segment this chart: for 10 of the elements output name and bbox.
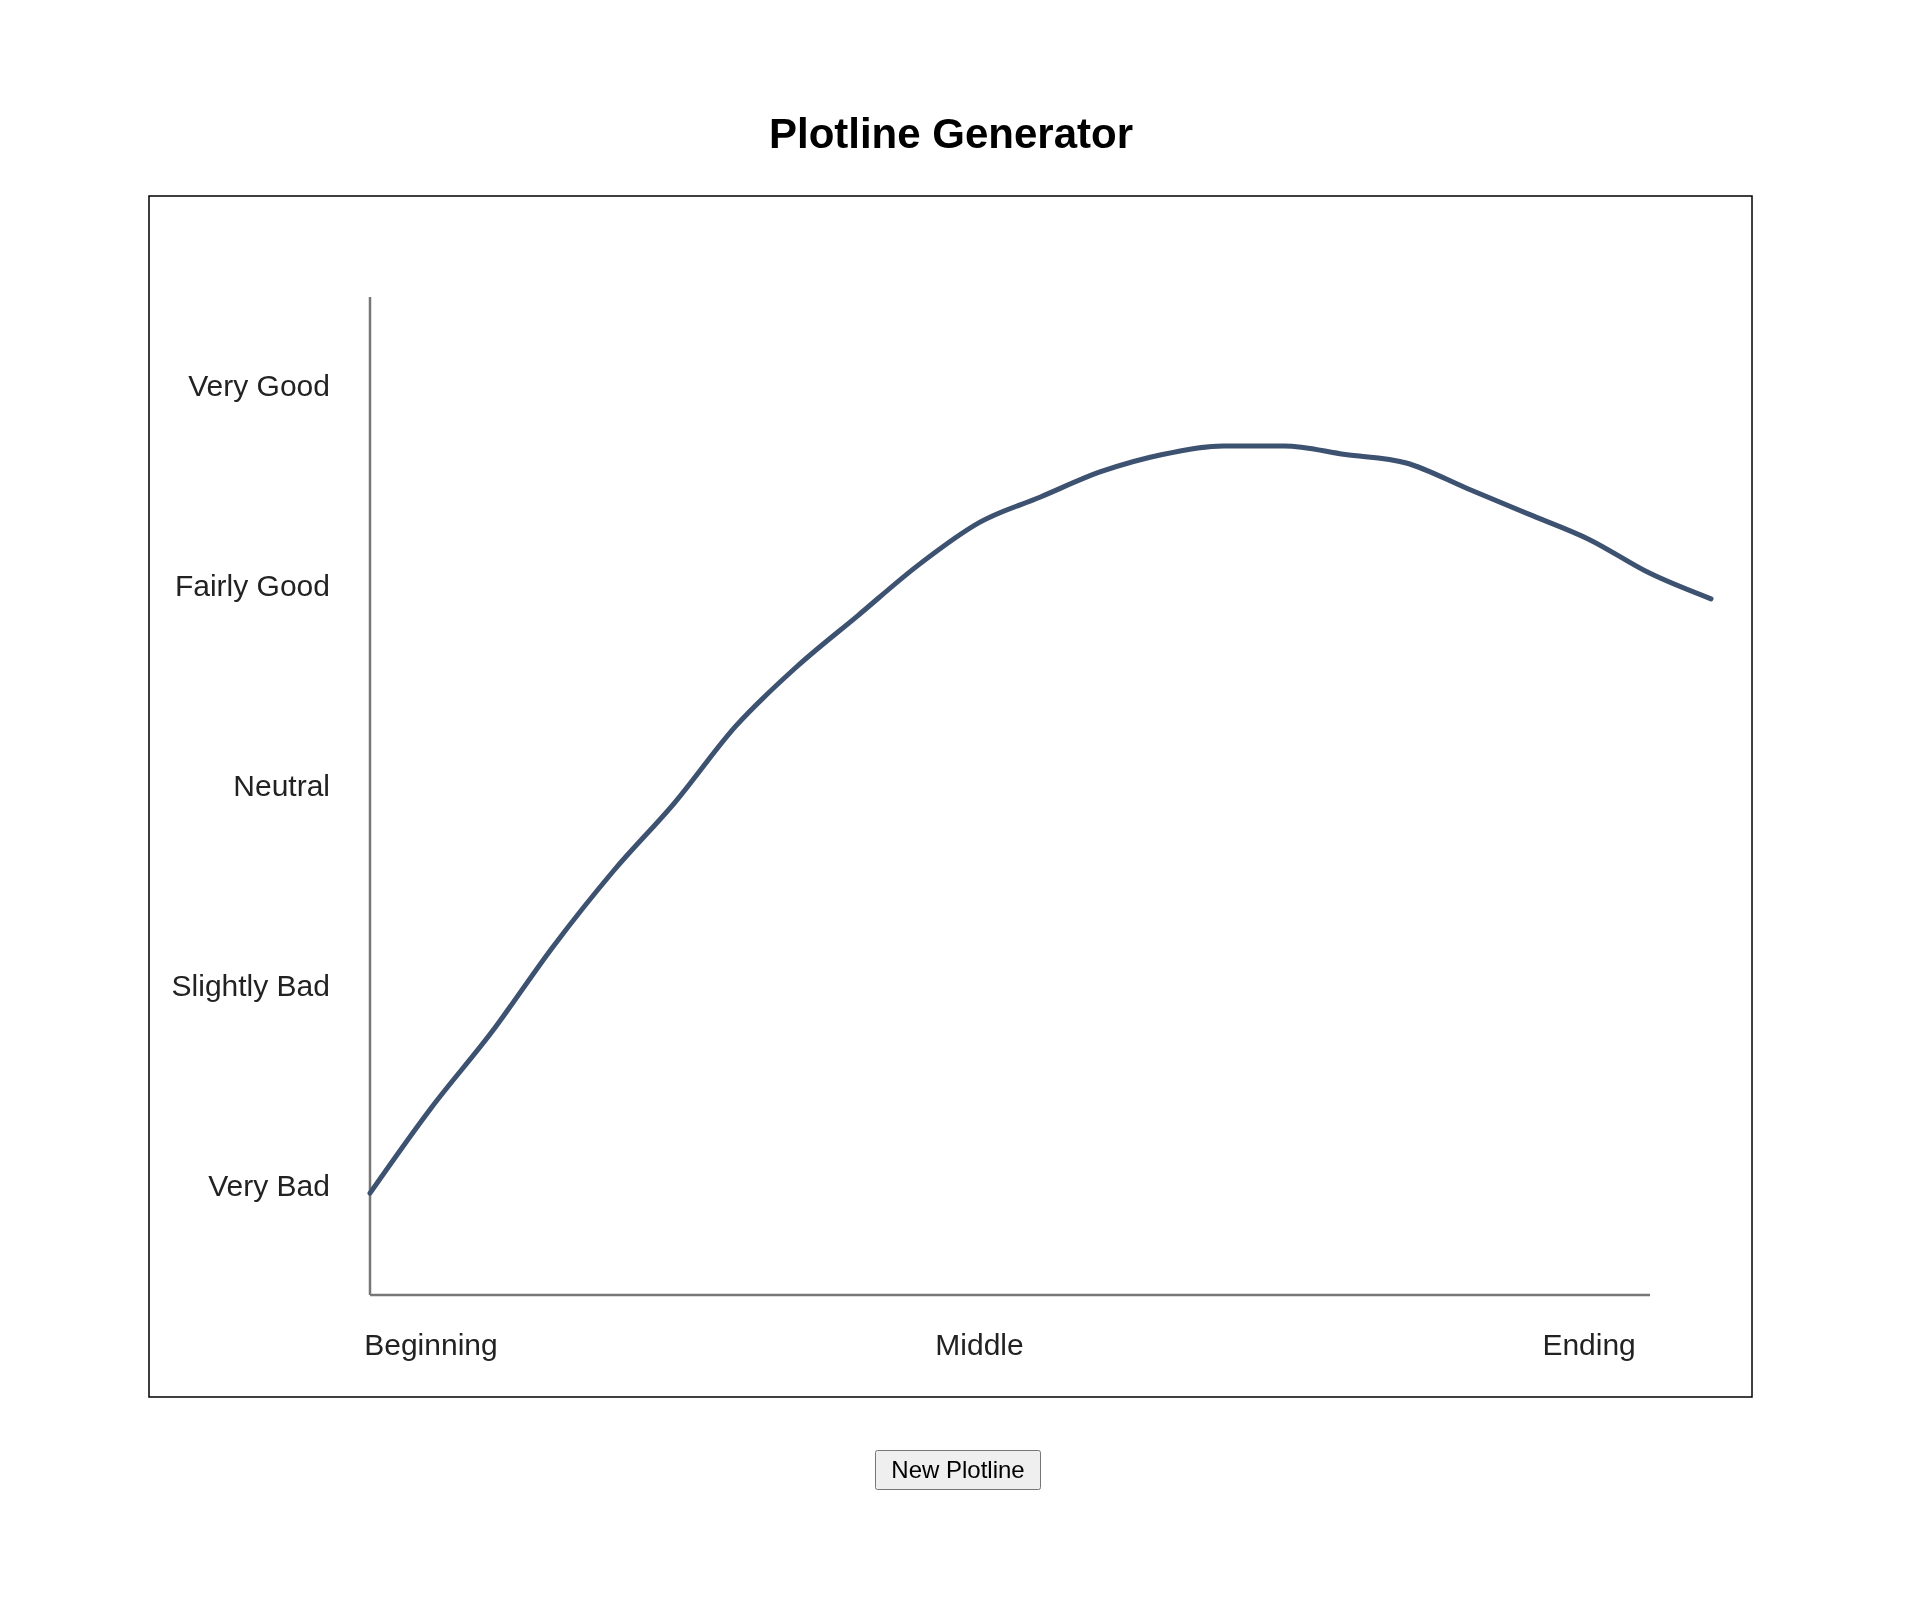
text: Neutral — [233, 768, 330, 802]
text: New Plotline — [875, 1450, 1041, 1490]
x-tick-label: Beginning — [364, 1328, 498, 1361]
text: Very Good — [188, 368, 330, 402]
chart-title: Plotline Generator — [768, 110, 1134, 157]
text: Very Bad — [208, 1168, 330, 1202]
x-tick-label: Middle — [935, 1328, 1024, 1361]
text: Fairly Good — [174, 568, 330, 602]
text: Slightly Bad — [171, 968, 330, 1002]
x-tick-label: Ending — [1542, 1328, 1636, 1361]
